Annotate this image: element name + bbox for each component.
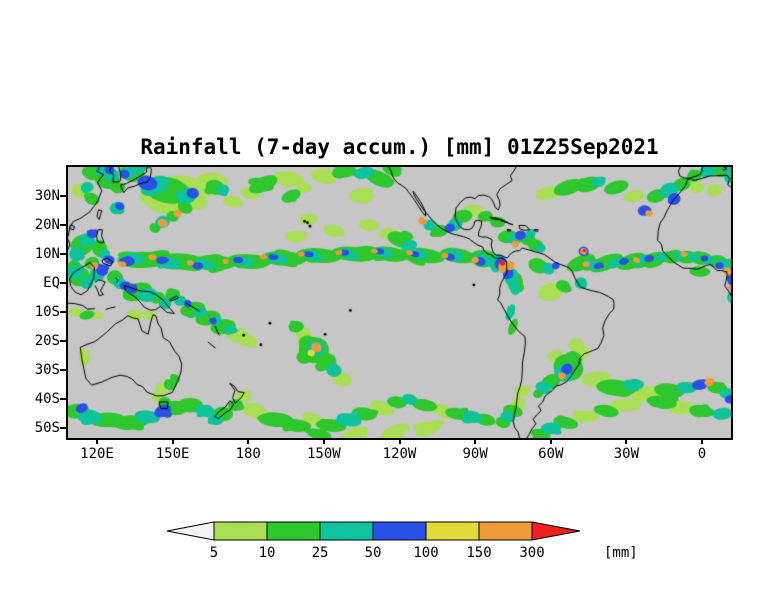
colorbar-segment-1	[213, 521, 268, 541]
lon-tick-label: 30W	[613, 446, 640, 462]
colorbar-under-arrow	[166, 521, 215, 541]
lat-axis-tick	[60, 340, 66, 343]
lon-axis-tick	[171, 438, 174, 444]
lat-tick-label: 30N	[34, 188, 60, 205]
lon-tick-label: 120W	[382, 446, 417, 462]
colorbar-segment-4	[372, 521, 427, 541]
colorbar-scale	[166, 521, 581, 541]
lat-axis-tick	[60, 427, 66, 430]
colorbar-segment-3	[319, 521, 374, 541]
colorbar-tick-label: 300	[519, 545, 545, 561]
lat-axis-tick	[60, 195, 66, 198]
lon-axis-tick	[701, 438, 703, 444]
lat-tick-label: 50S	[34, 420, 60, 437]
lon-axis-tick	[474, 438, 477, 444]
colorbar-segment-5	[425, 521, 480, 541]
lat-tick-label: 20N	[34, 217, 60, 234]
lon-tick-label: 60W	[538, 446, 564, 462]
lat-tick-label: 10S	[34, 304, 60, 321]
colorbar-tick-label: 50	[364, 545, 382, 561]
colorbar-segment-6	[478, 521, 533, 541]
lat-tick-label: 20S	[34, 333, 60, 350]
lon-axis-tick	[95, 438, 98, 444]
lon-axis-tick	[398, 438, 401, 444]
colorbar-units-label: [mm]	[604, 545, 638, 561]
colorbar-tick-label: 100	[413, 545, 439, 561]
lon-tick-label: 90W	[462, 446, 488, 462]
lon-axis-tick	[625, 438, 628, 444]
lat-tick-label: 30S	[34, 362, 60, 379]
lat-axis-tick	[60, 369, 66, 372]
colorbar-tick-label: 10	[258, 545, 276, 561]
lon-tick-label: 150E	[155, 446, 190, 462]
lon-tick-label: 120E	[80, 446, 114, 462]
lon-tick-label: 180	[235, 446, 261, 462]
lon-tick-label: 0	[697, 446, 707, 462]
lon-axis-tick	[322, 438, 325, 444]
lat-axis-tick	[60, 311, 66, 314]
lat-axis-tick	[60, 282, 66, 285]
lon-axis-tick	[549, 438, 552, 444]
lat-axis-tick	[60, 398, 66, 401]
colorbar-tick-label: 25	[311, 545, 329, 561]
lon-axis-tick	[247, 438, 250, 444]
lat-axis-tick	[60, 224, 66, 227]
lat-tick-label: EQ	[43, 275, 60, 292]
lat-axis-tick	[60, 253, 66, 256]
colorbar-over-arrow	[531, 521, 581, 541]
colorbar-tick-label: 5	[209, 545, 219, 561]
chart-title: Rainfall (7-day accum.) [mm] 01Z25Sep202…	[140, 135, 659, 159]
lon-tick-label: 150W	[307, 446, 341, 462]
lat-tick-label: 10N	[34, 246, 60, 263]
colorbar-segment-2	[266, 521, 321, 541]
map-plot-area	[66, 165, 733, 440]
lat-tick-label: 40S	[34, 391, 60, 408]
colorbar: 5 10 25 50 100 150 300 [mm]	[166, 520, 766, 570]
colorbar-tick-label: 150	[466, 545, 492, 561]
rainfall-map-canvas	[68, 167, 731, 438]
